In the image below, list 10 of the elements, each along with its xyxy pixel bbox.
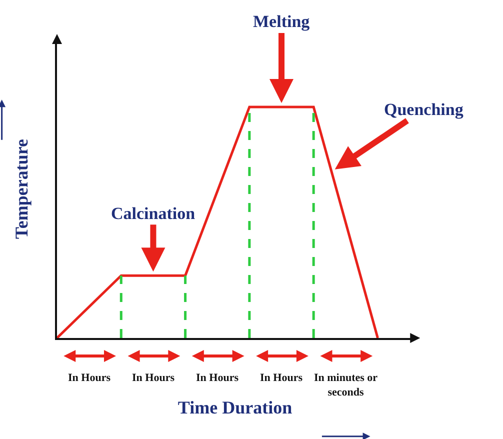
- text: In Hours: [68, 372, 112, 384]
- x-axis-title: Time Duration: [178, 398, 292, 418]
- annotation: Calcination: [111, 204, 196, 223]
- text: Melting: [253, 12, 310, 31]
- text: In Hours: [260, 372, 304, 384]
- y-axis-title: Temperature: [12, 138, 32, 239]
- text: In minutes or seconds: [314, 372, 378, 398]
- text: In Hours: [132, 372, 176, 384]
- text: In Hours: [196, 372, 240, 384]
- annotation: Quenching: [384, 100, 464, 119]
